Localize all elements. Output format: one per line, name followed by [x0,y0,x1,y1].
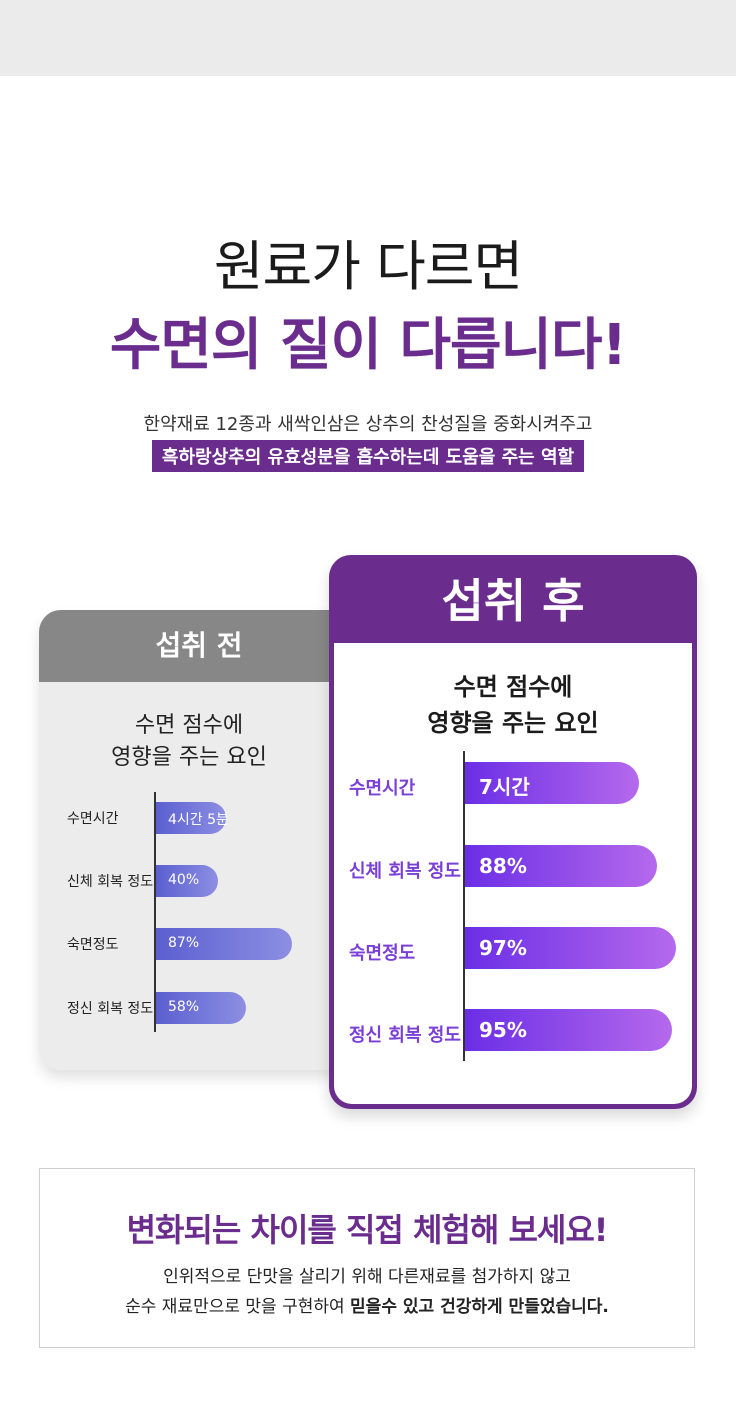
before-card-subtitle-line2: 영향을 주는 요인 [111,745,267,770]
before-row-label: 숙면정도 [67,937,119,953]
after-card-body: 수면 점수에 영향을 주는 요인 수면시간 7시간 신체 회복 정도 88% 숙… [334,643,692,1104]
experience-line2: 순수 재료만으로 맛을 구현하여 믿을수 있고 건강하게 만들었습니다. [40,1292,694,1317]
after-chart-axis [463,751,465,1061]
before-row-label: 신체 회복 정도 [67,874,154,890]
after-row-bar: 7시간 [465,762,639,804]
before-row-bar: 87% [156,928,292,960]
after-row-mental-recovery: 정신 회복 정도 95% [334,1009,692,1053]
headline-line1: 원료가 다르면 [213,235,523,298]
before-row-bar: 58% [156,992,246,1024]
experience-line2-bold: 믿을수 있고 건강하게 만들었습니다. [350,1297,609,1317]
after-row-value: 7시간 [479,775,530,799]
before-row-body-recovery: 신체 회복 정도 40% [39,861,359,901]
before-chart-axis [154,792,156,1032]
before-card-subtitle-line1: 수면 점수에 [134,713,244,738]
before-card: 섭취 전 수면 점수에 영향을 주는 요인 수면시간 4시간 5분 신체 회복 … [39,610,359,1070]
after-row-value: 97% [479,936,527,960]
experience-line1: 인위적으로 단맛을 살리기 위해 다른재료를 첨가하지 않고 [163,1267,571,1287]
before-card-header: 섭취 전 [39,610,359,682]
before-row-value: 58% [168,999,200,1015]
top-band [0,0,736,76]
after-row-label: 정신 회복 정도 [349,1025,461,1046]
before-card-subtitle: 수면 점수에 영향을 주는 요인 [39,710,339,774]
after-row-body-recovery: 신체 회복 정도 88% [334,845,692,889]
after-card-header: 섭취 후 [441,574,585,628]
headline-line2: 수면의 질이 다릅니다! [109,313,627,378]
after-row-bar: 95% [465,1009,672,1051]
after-row-value: 88% [479,854,527,878]
before-row-label: 정신 회복 정도 [67,1001,154,1017]
after-row-sleep-time: 수면시간 7시간 [334,762,692,806]
before-row-value: 4시간 5분 [168,812,229,828]
experience-line2-prefix: 순수 재료만으로 맛을 구현하여 [125,1297,351,1317]
before-row-value: 40% [168,872,200,888]
before-row-bar: 40% [156,865,218,897]
after-row-deep-sleep: 숙면정도 97% [334,927,692,971]
after-card-subtitle-line2: 영향을 주는 요인 [427,709,599,737]
after-card: 섭취 후 수면 점수에 영향을 주는 요인 수면시간 7시간 신체 회복 정도 … [329,555,697,1109]
after-row-bar: 97% [465,927,676,969]
after-row-label: 신체 회복 정도 [349,861,461,882]
before-row-mental-recovery: 정신 회복 정도 58% [39,988,359,1028]
subtext-highlight: 흑하랑상추의 유효성분을 흡수하는데 도움을 주는 역할 [151,440,585,472]
after-row-label: 숙면정도 [349,943,416,964]
after-row-bar: 88% [465,845,657,887]
after-row-value: 95% [479,1018,527,1042]
before-row-bar: 4시간 5분 [156,802,229,834]
after-row-label: 수면시간 [349,778,416,799]
after-card-subtitle: 수면 점수에 영향을 주는 요인 [334,669,692,741]
before-row-sleep-time: 수면시간 4시간 5분 [39,798,359,838]
before-row-value: 87% [168,935,200,951]
experience-title: 변화되는 차이를 직접 체험해 보세요! [126,1211,609,1249]
before-row-label: 수면시간 [67,811,119,827]
after-card-subtitle-line1: 수면 점수에 [453,673,573,701]
before-row-deep-sleep: 숙면정도 87% [39,924,359,964]
subtext-line1: 한약재료 12종과 새싹인삼은 상추의 찬성질을 중화시켜주고 [143,414,593,435]
experience-box: 변화되는 차이를 직접 체험해 보세요! 인위적으로 단맛을 살리기 위해 다른… [39,1168,695,1348]
subtext-highlight-wrap: 흑하랑상추의 유효성분을 흡수하는데 도움을 주는 역할 [0,440,736,472]
